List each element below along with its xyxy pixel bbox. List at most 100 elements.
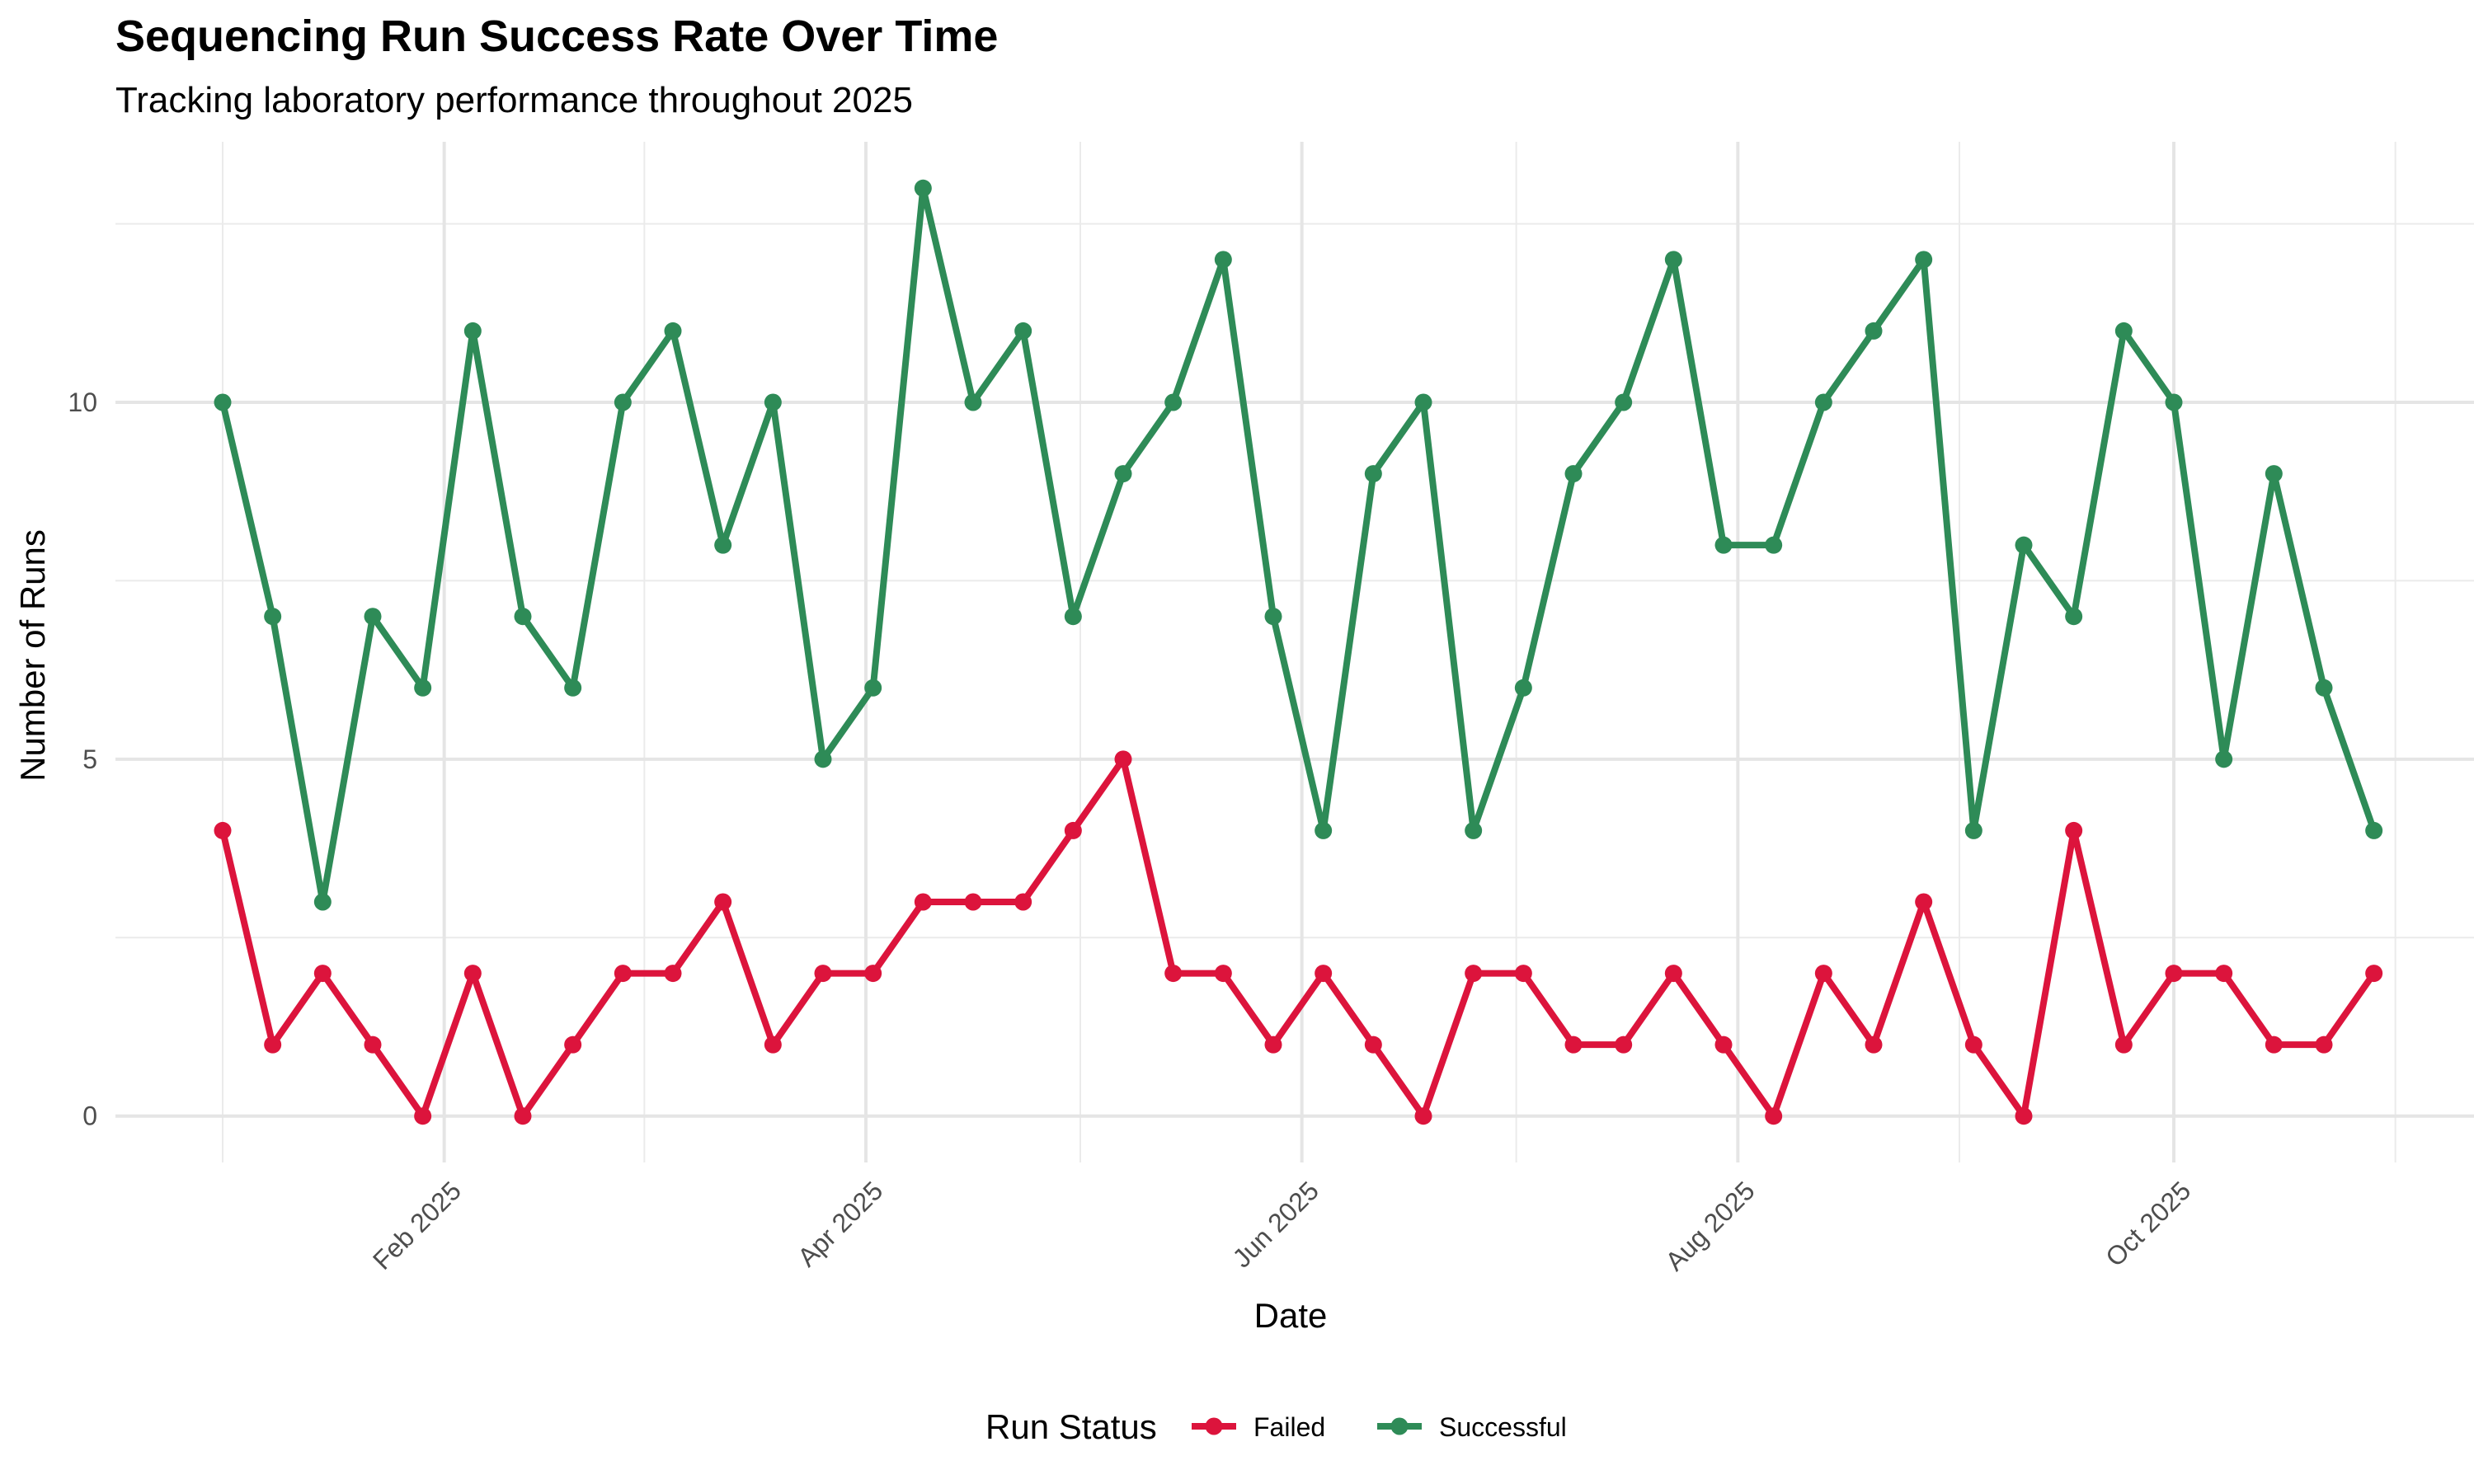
data-point-failed: [1514, 965, 1532, 983]
data-point-failed: [1164, 965, 1183, 983]
data-point-failed: [714, 893, 732, 911]
data-point-failed: [864, 965, 882, 983]
data-point-failed: [2215, 965, 2233, 983]
data-point-failed: [914, 893, 932, 911]
data-point-successful: [1364, 465, 1382, 483]
data-point-failed: [814, 965, 832, 983]
x-axis: Feb 2025 Apr 2025 Jun 2025 Aug 2025 Oct 2025: [367, 1176, 2196, 1276]
data-point-failed: [1014, 893, 1032, 911]
x-tick-label: Aug 2025: [1659, 1176, 1760, 1276]
data-point-successful: [1315, 821, 1333, 839]
data-point-failed: [2165, 965, 2183, 983]
data-point-successful: [664, 322, 682, 340]
data-point-successful: [1014, 322, 1032, 340]
data-point-successful: [714, 536, 732, 554]
data-point-failed: [664, 965, 682, 983]
data-point-successful: [2265, 465, 2283, 483]
data-point-successful: [914, 179, 932, 197]
data-point-successful: [1114, 465, 1132, 483]
data-point-successful: [2365, 821, 2383, 839]
legend-title: Run Status: [985, 1407, 1157, 1446]
data-point-successful: [2065, 608, 2083, 626]
x-tick-label: Oct 2025: [2100, 1176, 2196, 1272]
data-point-successful: [1264, 608, 1282, 626]
data-point-failed: [1114, 750, 1132, 768]
data-point-successful: [1915, 251, 1933, 269]
data-point-successful: [313, 893, 332, 911]
data-point-successful: [2315, 679, 2333, 697]
data-point-successful: [1465, 821, 1483, 839]
data-point-successful: [864, 679, 882, 697]
data-point-failed: [1564, 1036, 1583, 1054]
data-point-failed: [1964, 1036, 1982, 1054]
data-point-successful: [1514, 679, 1532, 697]
data-point-successful: [964, 393, 982, 411]
data-point-successful: [1064, 608, 1082, 626]
y-axis-title: Number of Runs: [13, 529, 52, 782]
data-point-failed: [1615, 1036, 1633, 1054]
y-tick-label: 5: [82, 744, 97, 774]
data-point-failed: [1814, 965, 1832, 983]
data-point-successful: [1964, 821, 1982, 839]
legend-marker-successful: [1390, 1417, 1409, 1435]
data-point-failed: [1064, 821, 1082, 839]
grid: [115, 142, 2474, 1162]
data-point-failed: [2265, 1036, 2283, 1054]
data-point-successful: [1615, 393, 1633, 411]
data-point-failed: [764, 1036, 782, 1054]
x-tick-label: Jun 2025: [1226, 1176, 1324, 1274]
data-point-successful: [1564, 465, 1583, 483]
data-point-failed: [313, 965, 332, 983]
data-point-failed: [614, 965, 632, 983]
series-line-failed: [219, 755, 2378, 1120]
data-point-successful: [614, 393, 632, 411]
data-point-successful: [1865, 322, 1883, 340]
data-point-successful: [214, 393, 232, 411]
data-point-failed: [2315, 1036, 2333, 1054]
legend-label-successful: Successful: [1439, 1412, 1567, 1442]
data-point-failed: [2015, 1107, 2033, 1125]
data-point-failed: [1465, 965, 1483, 983]
data-point-successful: [764, 393, 782, 411]
data-point-successful: [1714, 536, 1733, 554]
data-point-failed: [564, 1036, 582, 1054]
data-point-successful: [2165, 393, 2183, 411]
data-point-failed: [1664, 965, 1682, 983]
data-point-successful: [1664, 251, 1682, 269]
data-point-failed: [964, 893, 982, 911]
plot-area: [214, 179, 2383, 1125]
data-point-failed: [214, 821, 232, 839]
data-point-successful: [414, 679, 432, 697]
data-point-successful: [1414, 393, 1432, 411]
data-point-failed: [364, 1036, 382, 1054]
data-point-successful: [514, 608, 532, 626]
data-point-successful: [264, 608, 282, 626]
data-point-failed: [1714, 1036, 1733, 1054]
x-axis-title: Date: [1254, 1296, 1328, 1335]
data-point-failed: [2114, 1036, 2133, 1054]
data-point-successful: [1164, 393, 1183, 411]
legend-label-failed: Failed: [1253, 1412, 1325, 1442]
data-point-failed: [1915, 893, 1933, 911]
data-point-failed: [1214, 965, 1232, 983]
data-point-successful: [1814, 393, 1832, 411]
legend: Run Status Failed Successful: [985, 1407, 1567, 1446]
y-tick-label: 0: [82, 1101, 97, 1131]
y-tick-label: 10: [68, 387, 97, 417]
data-point-successful: [2114, 322, 2133, 340]
data-point-failed: [2365, 965, 2383, 983]
series-successful: [214, 179, 2383, 911]
data-point-successful: [2215, 750, 2233, 768]
chart-title: Sequencing Run Success Rate Over Time: [115, 12, 998, 61]
data-point-successful: [2015, 536, 2033, 554]
data-point-successful: [564, 679, 582, 697]
data-point-failed: [414, 1107, 432, 1125]
data-point-failed: [264, 1036, 282, 1054]
data-point-successful: [814, 750, 832, 768]
data-point-failed: [1765, 1107, 1783, 1125]
data-point-failed: [514, 1107, 532, 1125]
chart-subtitle: Tracking laboratory performance througho…: [115, 80, 913, 120]
data-point-successful: [364, 608, 382, 626]
data-point-failed: [1414, 1107, 1432, 1125]
x-tick-label: Apr 2025: [792, 1176, 888, 1272]
